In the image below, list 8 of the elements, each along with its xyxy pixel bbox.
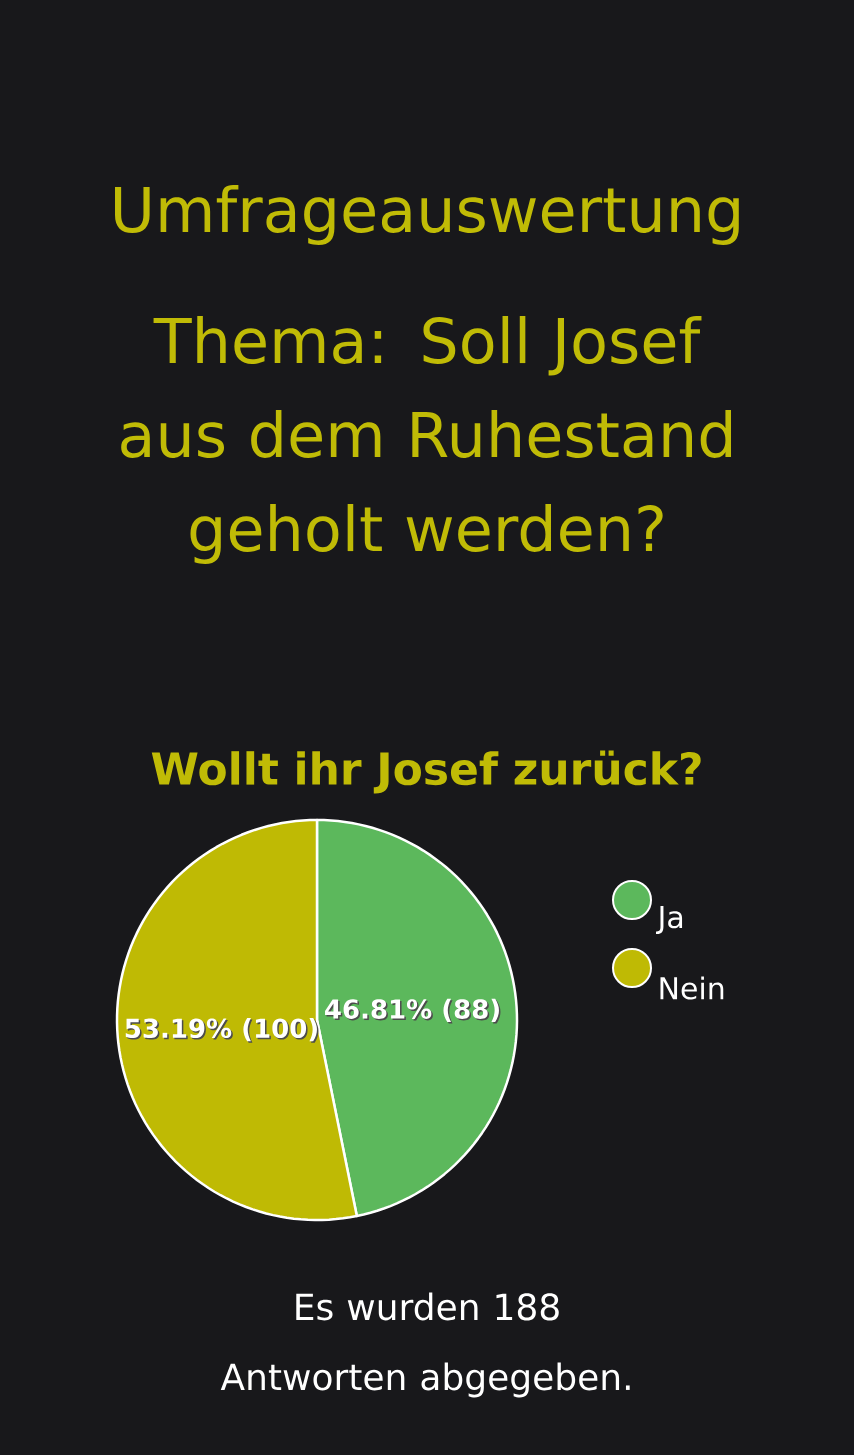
legend-label: Ja: [655, 906, 683, 934]
chart-subtitle: Thema: Soll Josef aus dem Ruhestand geholt werden?: [121, 315, 731, 564]
legend-label: Nein: [660, 976, 724, 1000]
text: Es wurden 188 Antworten abgegeben.: [220, 1292, 630, 1398]
text: Wollt ihr Josef zurück?: [151, 750, 701, 794]
chart-title: Umfrageauswertung: [115, 184, 739, 245]
data-label: 46.81% (88): [325, 998, 499, 1022]
data-label: 53.19% (100): [125, 1018, 317, 1042]
